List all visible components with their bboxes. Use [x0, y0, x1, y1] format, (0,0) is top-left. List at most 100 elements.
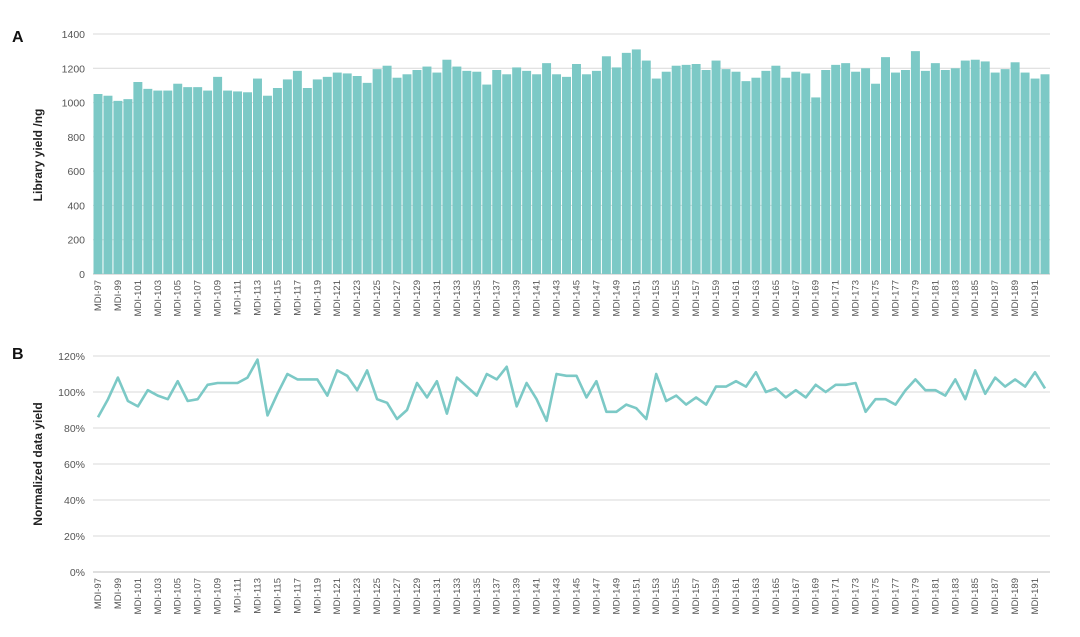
- bar: [920, 70, 930, 274]
- bar: [651, 78, 661, 274]
- x-tick-label-a: MDI-115: [272, 280, 283, 316]
- x-tick-label-b: MDI-105: [173, 578, 184, 614]
- x-tick-label-b: MDI-113: [252, 578, 263, 614]
- x-tick-label-a: MDI-173: [851, 280, 862, 316]
- x-tick-label-b: MDI-171: [831, 578, 842, 614]
- x-tick-label-a: MDI-185: [970, 280, 981, 316]
- bar: [492, 70, 502, 274]
- x-tick-label-b: MDI-189: [1010, 578, 1021, 614]
- bar: [801, 73, 811, 274]
- x-tick-label-a: MDI-119: [312, 280, 323, 316]
- x-tick-label-a: MDI-137: [492, 280, 503, 316]
- bar: [980, 61, 990, 274]
- bar: [522, 70, 532, 274]
- y-tick-label-b: 0%: [70, 567, 85, 579]
- x-tick-label-a: MDI-143: [552, 280, 563, 316]
- x-tick-label-b: MDI-125: [372, 578, 383, 614]
- y-tick-label-b: 120%: [58, 351, 85, 363]
- x-tick-label-b: MDI-119: [312, 578, 323, 614]
- x-tick-label-b: MDI-157: [691, 578, 702, 614]
- x-tick-label-b: MDI-145: [571, 578, 582, 614]
- x-tick-label-a: MDI-133: [452, 280, 463, 316]
- x-tick-label-a: MDI-127: [392, 280, 403, 316]
- x-tick-label-b: MDI-161: [731, 578, 742, 614]
- bar: [970, 59, 980, 274]
- x-tick-label-a: MDI-179: [910, 280, 921, 316]
- x-tick-label-b: MDI-133: [452, 578, 463, 614]
- bar: [552, 74, 562, 275]
- y-tick-label-b: 60%: [64, 459, 85, 471]
- x-tick-label-b: MDI-151: [631, 578, 642, 614]
- bar: [282, 79, 292, 274]
- x-tick-label-a: MDI-117: [292, 280, 303, 316]
- bar: [163, 90, 173, 274]
- bar: [940, 70, 950, 274]
- x-tick-label-a: MDI-171: [831, 280, 842, 316]
- bar: [392, 77, 402, 274]
- x-tick-label-b: MDI-129: [412, 578, 423, 614]
- x-tick-label-a: MDI-99: [113, 280, 124, 311]
- bar: [133, 82, 143, 274]
- x-tick-label-a: MDI-97: [93, 280, 104, 311]
- x-tick-label-b: MDI-155: [671, 578, 682, 614]
- x-tick-label-b: MDI-187: [990, 578, 1001, 614]
- x-tick-label-a: MDI-109: [213, 280, 224, 316]
- y-tick-label-a: 0: [79, 269, 85, 281]
- x-tick-label-b: MDI-165: [771, 578, 782, 614]
- bar: [900, 70, 910, 274]
- x-tick-label-a: MDI-121: [332, 280, 343, 316]
- y-tick-label-a: 1000: [62, 98, 86, 110]
- bar: [771, 65, 781, 274]
- x-tick-label-a: MDI-113: [252, 280, 263, 316]
- bar: [621, 52, 631, 274]
- bar: [751, 77, 761, 274]
- bar: [950, 68, 960, 275]
- bar: [253, 78, 262, 274]
- x-tick-label-b: MDI-103: [153, 578, 164, 614]
- x-tick-label-a: MDI-125: [372, 280, 383, 316]
- bar: [183, 87, 193, 275]
- bar: [910, 51, 920, 275]
- x-tick-label-b: MDI-173: [851, 578, 862, 614]
- bar: [342, 73, 352, 274]
- x-tick-label-b: MDI-177: [890, 578, 901, 614]
- x-tick-label-a: MDI-177: [890, 280, 901, 316]
- x-tick-label-b: MDI-143: [552, 578, 563, 614]
- x-tick-label-a: MDI-191: [1030, 280, 1041, 316]
- bar: [671, 65, 681, 274]
- x-tick-label-a: MDI-107: [193, 280, 204, 316]
- x-tick-label-b: MDI-117: [292, 578, 303, 614]
- y-tick-label-b: 100%: [58, 387, 85, 399]
- bar: [352, 76, 362, 274]
- y-tick-label-b: 20%: [64, 531, 85, 543]
- bar: [581, 74, 591, 275]
- bar: [532, 74, 542, 275]
- panel-label-b: B: [12, 346, 24, 363]
- x-tick-label-b: MDI-109: [213, 578, 224, 614]
- x-tick-label-b: MDI-169: [811, 578, 822, 614]
- bar: [472, 71, 482, 274]
- x-tick-label-b: MDI-115: [272, 578, 283, 614]
- bar: [542, 63, 552, 275]
- bar: [701, 70, 711, 274]
- x-tick-label-b: MDI-159: [711, 578, 722, 614]
- bar: [512, 67, 522, 274]
- y-tick-label-a: 800: [67, 132, 85, 144]
- x-tick-label-a: MDI-189: [1010, 280, 1021, 316]
- x-tick-label-a: MDI-129: [412, 280, 423, 316]
- x-tick-label-b: MDI-141: [532, 578, 543, 614]
- x-tick-label-b: MDI-149: [611, 578, 622, 614]
- x-tick-label-a: MDI-151: [631, 280, 642, 316]
- x-tick-label-b: MDI-147: [591, 578, 602, 614]
- x-tick-label-a: MDI-123: [352, 280, 363, 316]
- x-tick-label-b: MDI-111: [233, 578, 244, 613]
- bar: [312, 79, 322, 274]
- bar: [721, 69, 731, 275]
- y-tick-label-a: 1200: [62, 63, 86, 75]
- x-tick-label-b: MDI-181: [930, 578, 941, 614]
- y-axis-label-b: Normalized data yield: [31, 402, 45, 525]
- bar: [462, 70, 472, 274]
- bar: [661, 71, 671, 274]
- bar: [691, 64, 701, 274]
- x-tick-label-a: MDI-181: [930, 280, 941, 316]
